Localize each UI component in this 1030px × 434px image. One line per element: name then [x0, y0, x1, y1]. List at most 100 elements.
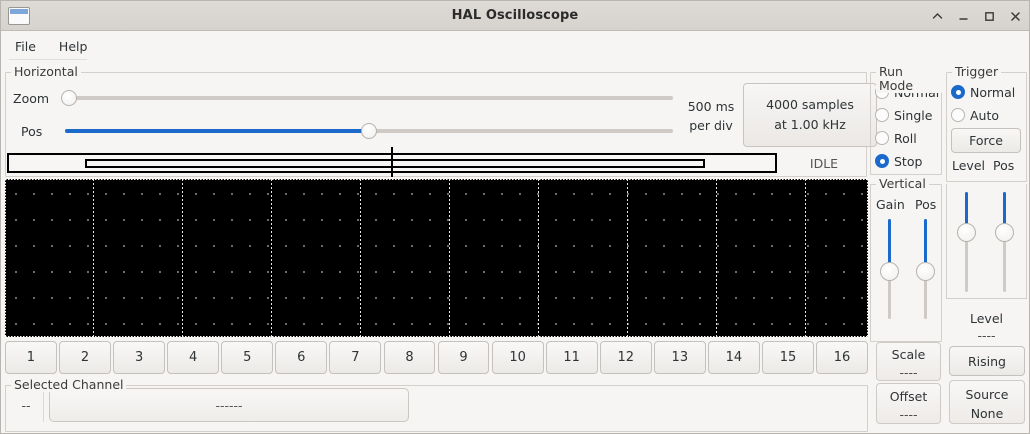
- title-bar: HAL Oscilloscope: [1, 1, 1029, 31]
- sample-rate-button[interactable]: 4000 samples at 1.00 kHz: [743, 83, 877, 147]
- trigger-level-slider-track[interactable]: [965, 192, 968, 292]
- trigger-source-label: Source: [965, 387, 1009, 402]
- scope-grid-vline: [449, 179, 450, 337]
- radio-icon[interactable]: [951, 108, 965, 122]
- horizontal-pos-slider[interactable]: [65, 123, 673, 139]
- vertical-gain-slider-handle[interactable]: [880, 262, 899, 281]
- channel-button-4[interactable]: 4: [167, 341, 220, 374]
- trigger-mode-auto[interactable]: Auto: [951, 106, 999, 124]
- trigger-position-marker: [391, 147, 393, 177]
- run-mode-option-single[interactable]: Single: [875, 106, 932, 124]
- channel-button-1[interactable]: 1: [5, 341, 57, 374]
- trigger-pos-slider[interactable]: [995, 192, 1014, 292]
- channel-button-15[interactable]: 15: [762, 341, 814, 374]
- selected-channel-group: Selected Channel -- ------: [5, 378, 868, 432]
- radio-selected-icon[interactable]: [951, 85, 965, 99]
- radio-selected-icon[interactable]: [875, 154, 889, 168]
- zoom-label: Zoom: [13, 91, 50, 106]
- shade-button[interactable]: [930, 9, 945, 24]
- trigger-level-slider-handle[interactable]: [957, 223, 976, 242]
- trigger-group-label: Trigger: [952, 65, 1002, 79]
- trigger-level-readout-label: Level: [970, 311, 1003, 326]
- sample-count-label: 4000 samples: [766, 97, 854, 112]
- trigger-pos-slider-handle[interactable]: [995, 223, 1014, 242]
- scope-grid-border-bottom: [5, 336, 868, 337]
- horizontal-pos-slider-fill: [65, 129, 369, 133]
- trigger-force-button[interactable]: Force: [951, 128, 1021, 153]
- radio-icon[interactable]: [875, 131, 889, 145]
- trigger-pos-slider-track[interactable]: [1003, 192, 1006, 292]
- vertical-scale-label: Scale: [891, 347, 926, 362]
- trigger-edge-button[interactable]: Rising: [949, 346, 1025, 376]
- vertical-pos-label: Pos: [915, 197, 937, 212]
- trigger-mode-normal[interactable]: Normal: [951, 83, 1015, 101]
- scope-grid-vline: [805, 179, 806, 337]
- horizontal-group-label: Horizontal: [11, 65, 81, 79]
- trigger-level-readout-value: ----: [977, 328, 996, 343]
- radio-icon[interactable]: [875, 108, 889, 122]
- scope-grid-border-left: [5, 179, 6, 337]
- trigger-source-value: None: [970, 406, 1004, 421]
- vertical-pos-slider[interactable]: [916, 219, 935, 319]
- scope-grid-vline: [627, 179, 628, 337]
- vertical-pos-slider-handle[interactable]: [916, 262, 935, 281]
- vertical-scale-value: ----: [899, 365, 918, 380]
- scope-grid-vline: [360, 179, 361, 337]
- vertical-offset-button[interactable]: Offset ----: [876, 383, 941, 424]
- horizontal-pos-slider-handle[interactable]: [361, 123, 377, 139]
- trigger-group: Trigger Normal Auto Force Level Pos: [946, 65, 1027, 182]
- zoom-slider-track[interactable]: [61, 96, 673, 100]
- zoom-slider-handle[interactable]: [61, 90, 77, 106]
- channel-button-7[interactable]: 7: [329, 341, 382, 374]
- channel-button-13[interactable]: 13: [653, 341, 706, 374]
- channel-button-2[interactable]: 2: [59, 341, 111, 374]
- close-button[interactable]: [1008, 9, 1023, 24]
- menu-file[interactable]: File: [15, 38, 36, 54]
- maximize-button[interactable]: [982, 9, 997, 24]
- run-mode-option-roll[interactable]: Roll: [875, 129, 917, 147]
- vertical-group: Vertical Gain Pos: [870, 177, 942, 342]
- channel-button-5[interactable]: 5: [221, 341, 274, 374]
- scope-display[interactable]: [5, 179, 868, 337]
- vertical-gain-slider-fill: [888, 219, 891, 271]
- vertical-pos-slider-fill: [924, 219, 927, 271]
- horizontal-group: Horizontal Zoom Pos 500 ms per div 4000 …: [5, 65, 877, 177]
- horizontal-scroll-thumb[interactable]: [85, 159, 705, 168]
- menu-help[interactable]: Help: [58, 38, 88, 54]
- channel-button-11[interactable]: 11: [545, 341, 598, 374]
- scope-grid-border-top: [5, 179, 868, 180]
- channel-button-12[interactable]: 12: [599, 341, 652, 374]
- trigger-slider-panel: [946, 184, 1027, 299]
- channel-button-8[interactable]: 8: [383, 341, 436, 374]
- channel-button-14[interactable]: 14: [707, 341, 760, 374]
- channel-button-6[interactable]: 6: [275, 341, 328, 374]
- trigger-source-button[interactable]: Source None: [949, 380, 1025, 424]
- sample-rate-label: at 1.00 kHz: [774, 117, 846, 132]
- channel-button-3[interactable]: 3: [113, 341, 166, 374]
- run-mode-option-label: Stop: [894, 153, 923, 169]
- run-mode-label: Run Mode: [876, 65, 942, 93]
- scope-grid-vline: [182, 179, 183, 337]
- trigger-mode-label: Auto: [970, 107, 1000, 123]
- scope-grid-vline: [716, 179, 717, 337]
- channel-button-16[interactable]: 16: [816, 341, 868, 374]
- vertical-gain-slider[interactable]: [880, 219, 899, 319]
- pos-label: Pos: [21, 124, 43, 139]
- vertical-scale-button[interactable]: Scale ----: [876, 342, 941, 381]
- zoom-slider[interactable]: [61, 90, 673, 106]
- selected-channel-combo[interactable]: ------: [49, 388, 409, 422]
- run-mode-option-stop[interactable]: Stop: [875, 152, 922, 170]
- channel-button-10[interactable]: 10: [491, 341, 544, 374]
- trigger-level-label: Level: [952, 158, 985, 173]
- channel-button-9[interactable]: 9: [437, 341, 490, 374]
- scope-grid-vline: [538, 179, 539, 337]
- channel-button-row: 1 2 3 4 5 6 7 8 9 10 11 12 13 14 15 16: [5, 339, 868, 377]
- trigger-level-slider-fill: [965, 192, 968, 232]
- timebase-value: 500 ms: [687, 99, 735, 114]
- window-controls: [930, 1, 1023, 31]
- minimize-button[interactable]: [956, 9, 971, 24]
- trigger-pos-slider-fill: [1003, 192, 1006, 232]
- trigger-level-slider[interactable]: [957, 192, 976, 292]
- vertical-offset-value: ----: [899, 407, 918, 422]
- scope-grid-border-right: [867, 179, 868, 337]
